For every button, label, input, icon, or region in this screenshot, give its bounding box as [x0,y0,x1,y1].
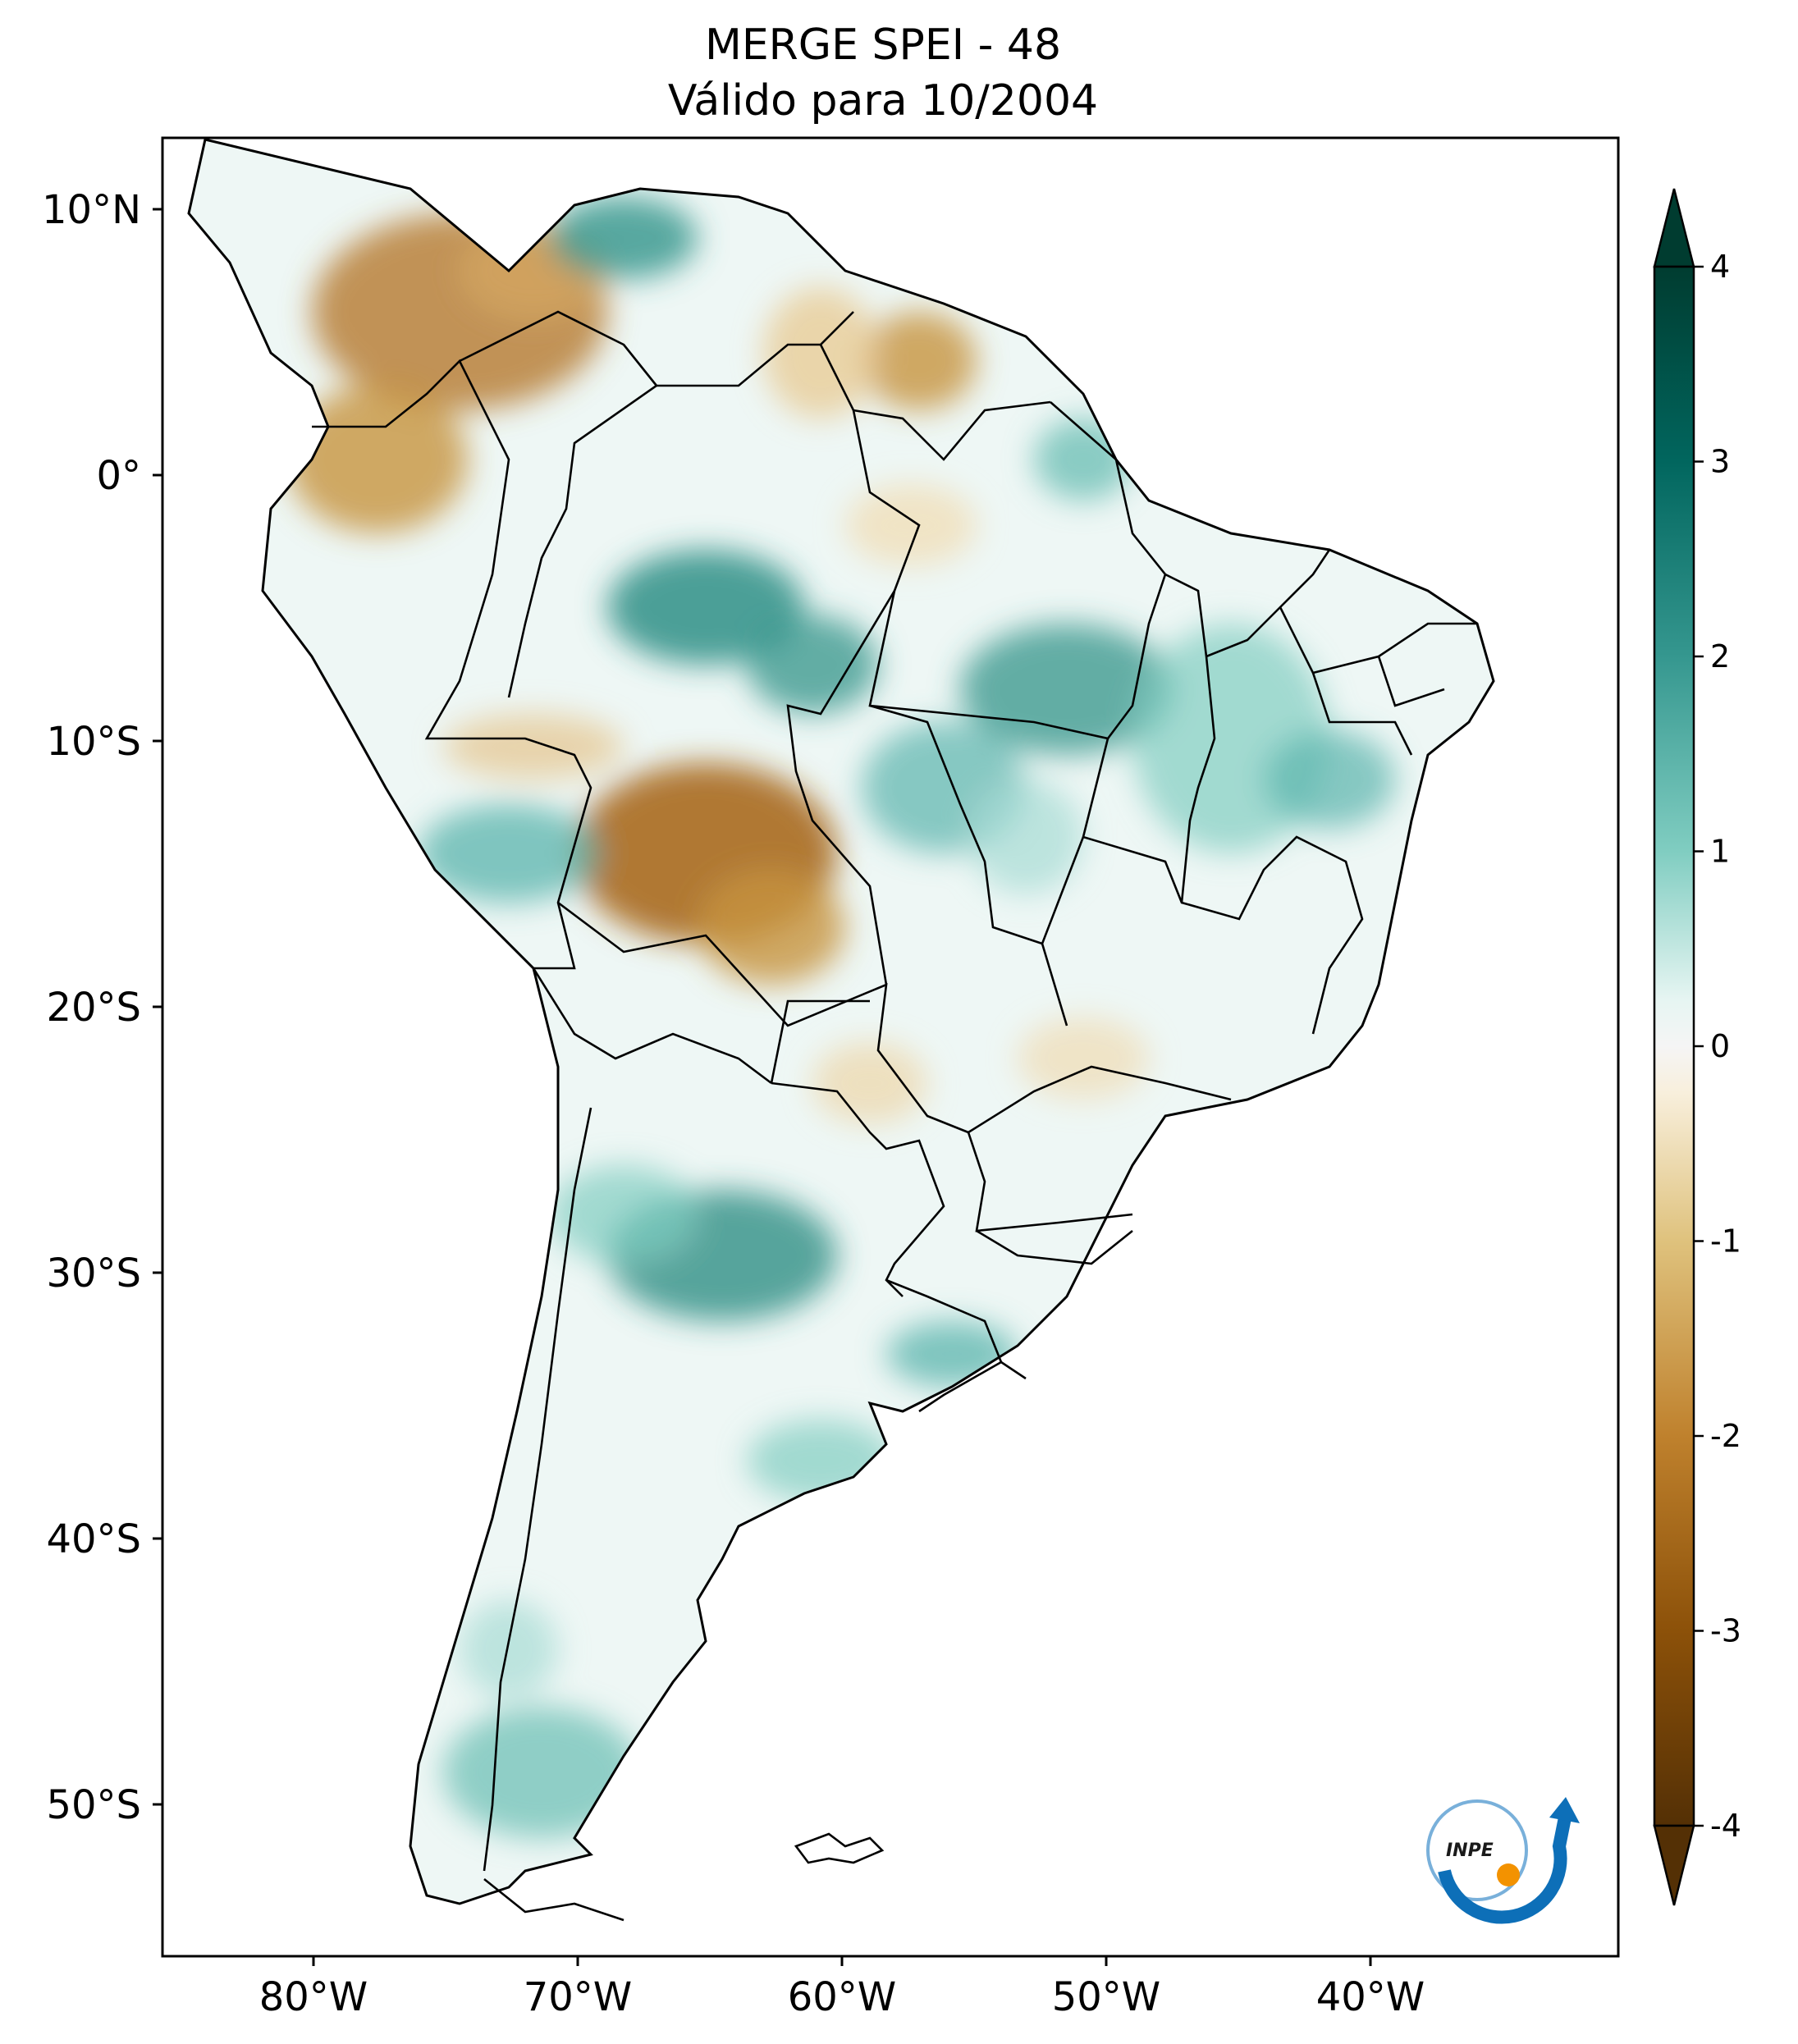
lat-tick-label: 30°S [46,1251,141,1296]
lon-tick-label: 70°W [524,1974,633,2020]
lat-tick-label: 40°S [46,1516,141,1562]
lat-tick-label: 50°S [46,1782,141,1828]
lat-tick-label: 20°S [46,985,141,1031]
lat-tick-label: 0° [96,453,141,499]
colorbar-extend-max [1653,188,1695,268]
lon-tick-label: 60°W [788,1974,897,2020]
colorbar-tick-label: 2 [1710,638,1730,674]
colorbar-tick-label: 4 [1710,249,1730,285]
lat-tick-label: 10°N [42,187,141,233]
colorbar-tick-label: 1 [1710,834,1730,870]
colorbar-tick-label: 0 [1710,1028,1730,1064]
colorbar-gradient [1653,265,1695,1827]
lat-tick-label: 10°S [46,719,141,765]
colorbar-tick-label: -1 [1710,1223,1741,1260]
figure-title: MERGE SPEI - 48 [705,21,1061,70]
latitude-axis: 10°N 0° 10°S 20°S 30°S 40°S 50°S [42,187,162,1828]
longitude-axis: 80°W 70°W 60°W 50°W 40°W [259,1956,1425,2020]
colorbar-ticks: 4 3 2 1 0 -1 -2 -3 -4 [1694,249,1741,1844]
lon-tick-label: 50°W [1052,1974,1161,2020]
lon-tick-label: 80°W [259,1974,368,2020]
colorbar: 4 3 2 1 0 -1 -2 -3 -4 [1653,188,1741,1906]
colorbar-tick-label: -4 [1710,1808,1741,1844]
map-frame [161,136,1620,1958]
political-borders [312,310,1477,1922]
figure-subtitle: Válido para 10/2004 [668,76,1098,126]
colorbar-tick-label: -2 [1710,1418,1741,1454]
colorbar-tick-label: 3 [1710,444,1730,480]
falkland-islands [794,1832,885,1864]
inpe-logo: INPE [1426,1797,1580,1924]
inpe-logo-text: INPE [1446,1841,1494,1861]
lon-tick-label: 40°W [1316,1974,1425,2020]
colorbar-extend-min [1653,1824,1695,1906]
colorbar-tick-label: -3 [1710,1613,1741,1649]
map-panel [161,136,1620,1958]
